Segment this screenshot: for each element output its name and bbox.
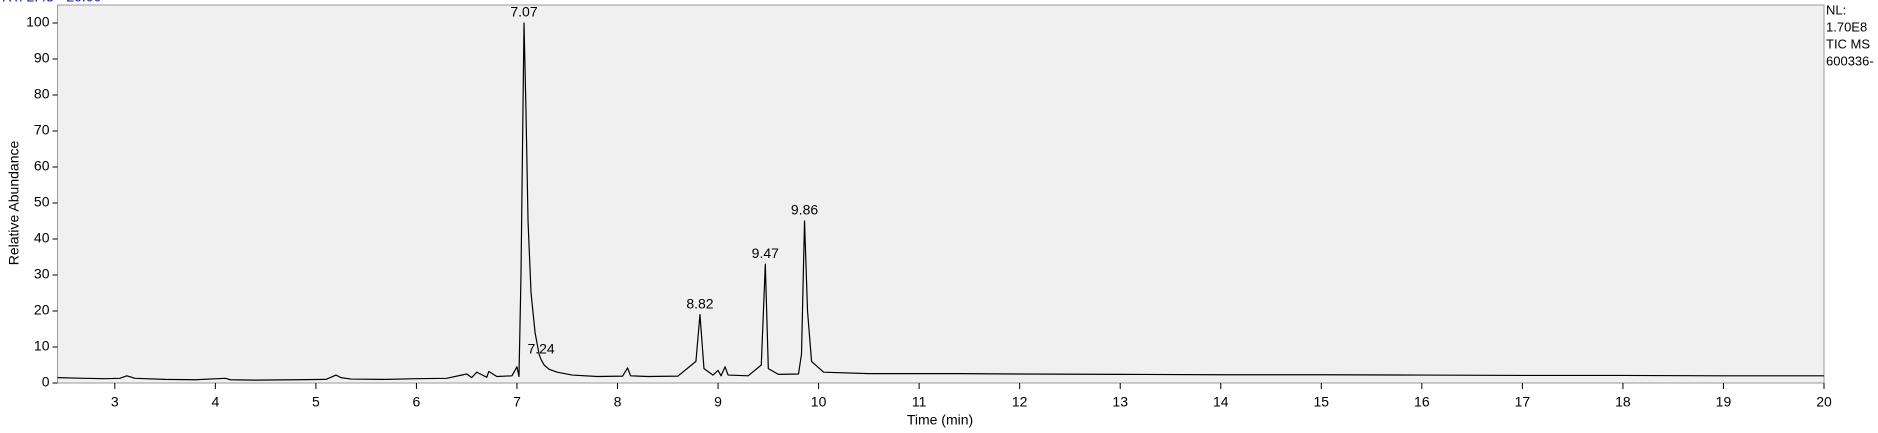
peak-label: 7.24 <box>527 340 554 356</box>
x-tick-label: 8 <box>614 394 622 410</box>
info-text: NL: <box>1826 2 1846 17</box>
x-tick-label: 18 <box>1615 394 1631 410</box>
x-tick-label: 4 <box>211 394 219 410</box>
y-tick-label: 20 <box>34 302 50 318</box>
y-tick-label: 80 <box>34 86 50 102</box>
y-axis-label: Relative Abundance <box>6 141 22 266</box>
peak-label: 9.86 <box>791 202 818 218</box>
info-text: 1.70E8 <box>1826 19 1867 34</box>
y-tick-label: 70 <box>34 122 50 138</box>
x-tick-label: 15 <box>1314 394 1330 410</box>
y-tick-label: 90 <box>34 50 50 66</box>
x-tick-label: 20 <box>1816 394 1832 410</box>
x-tick-label: 9 <box>714 394 722 410</box>
x-axis-label: Time (min) <box>907 412 973 428</box>
x-tick-label: 19 <box>1716 394 1732 410</box>
x-tick-label: 10 <box>811 394 827 410</box>
x-tick-label: 14 <box>1213 394 1229 410</box>
y-tick-label: 10 <box>34 338 50 354</box>
x-tick-label: 7 <box>513 394 521 410</box>
y-tick-label: 30 <box>34 266 50 282</box>
info-text: 600336- <box>1826 53 1874 68</box>
x-tick-label: 5 <box>312 394 320 410</box>
y-tick-label: 40 <box>34 230 50 246</box>
trace-line <box>57 22 1824 381</box>
x-tick-label: 17 <box>1515 394 1531 410</box>
x-tick-label: 6 <box>413 394 421 410</box>
peak-label: 9.47 <box>752 245 779 261</box>
y-tick-label: 50 <box>34 194 50 210</box>
peak-label: 7.07 <box>510 4 537 20</box>
info-text: TIC MS <box>1826 36 1870 51</box>
y-tick-label: 60 <box>34 158 50 174</box>
x-tick-label: 13 <box>1112 394 1128 410</box>
range-label: RT: 2.43 - 20.00 <box>2 0 102 5</box>
x-tick-label: 12 <box>1012 394 1028 410</box>
x-tick-label: 11 <box>912 394 927 410</box>
y-tick-label: 0 <box>42 374 50 390</box>
y-tick-label: 100 <box>26 14 50 30</box>
plot-area <box>57 4 1825 384</box>
x-tick-label: 3 <box>111 394 119 410</box>
x-tick-label: 16 <box>1414 394 1430 410</box>
peak-label: 8.82 <box>686 295 713 311</box>
